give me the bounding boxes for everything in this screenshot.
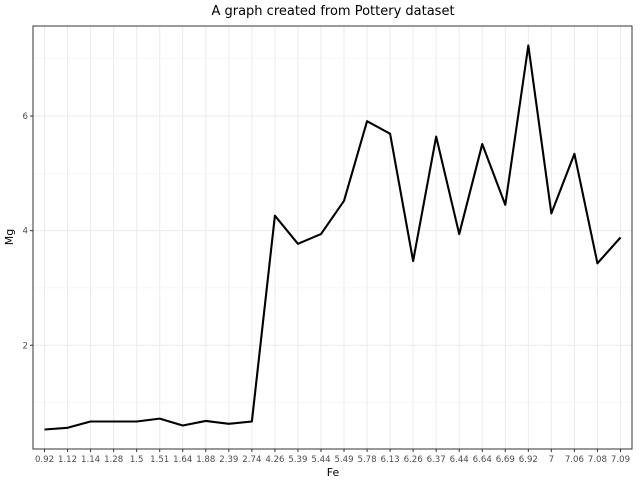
x-axis-title: Fe: [327, 466, 340, 479]
chart-title: A graph created from Pottery dataset: [211, 4, 454, 19]
ticks-layer: 2 4 6 0.92 1.12 1.14 1.28 1.5 1.51 1.64 1.88 2.39 2.…: [23, 112, 631, 465]
x-tick-label: 7.09: [611, 455, 630, 465]
grid-layer: [33, 26, 632, 449]
x-tick-label: 6.37: [427, 455, 446, 465]
x-tick-label: 7.06: [565, 455, 584, 465]
x-tick-label: 6.26: [404, 455, 423, 465]
x-tick-label: 1.28: [104, 455, 123, 465]
y-tick-label: 4: [23, 227, 28, 237]
panel-border: [32, 25, 633, 450]
x-tick-label: 6.44: [450, 455, 469, 465]
x-tick-label: 0.92: [35, 455, 54, 465]
x-tick-label: 5.39: [288, 455, 307, 465]
x-tick-label: 2.39: [219, 455, 238, 465]
x-tick-label: 1.64: [173, 455, 192, 465]
x-tick-label: 4.26: [265, 455, 284, 465]
x-tick-label: 1.5: [130, 455, 144, 465]
x-tick-label: 5.49: [334, 455, 353, 465]
x-tick-label: 1.88: [196, 455, 215, 465]
x-tick-label: 2.74: [242, 455, 261, 465]
y-tick-label: 2: [23, 341, 28, 351]
y-axis-title: Mg: [3, 229, 16, 245]
x-tick-label: 6.92: [519, 455, 538, 465]
y-tick-label: 6: [23, 112, 28, 122]
x-tick-label: 6.69: [496, 455, 515, 465]
x-tick-label: 5.44: [311, 455, 330, 465]
line-layer: [44, 44, 622, 431]
x-tick-label: 7.08: [588, 455, 607, 465]
x-tick-label: 7: [549, 455, 554, 465]
x-tick-label: 1.14: [81, 455, 100, 465]
x-tick-label: 5.78: [357, 455, 376, 465]
series-line: [44, 44, 622, 431]
x-tick-label: 6.13: [381, 455, 400, 465]
x-tick-label: 1.51: [150, 455, 169, 465]
x-tick-label: 1.12: [58, 455, 77, 465]
x-tick-label: 6.64: [473, 455, 492, 465]
